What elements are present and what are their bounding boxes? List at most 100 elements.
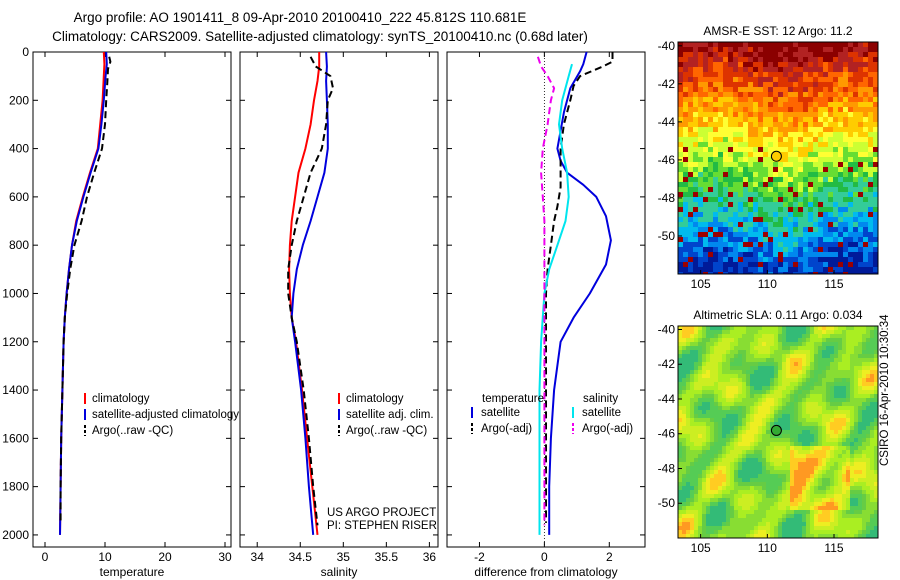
map-cell [728, 162, 734, 168]
map-cell [703, 157, 709, 163]
map-cell [728, 122, 734, 128]
map-cell [702, 358, 707, 363]
map-cell [783, 152, 789, 158]
map-cell [798, 247, 804, 253]
map-cell [683, 252, 689, 258]
map-cell [746, 518, 751, 523]
map-cell [823, 147, 829, 153]
map-cell [718, 426, 723, 431]
map-cell [683, 62, 689, 68]
map-cell [794, 518, 799, 523]
map-cell [778, 494, 783, 499]
map-cell [848, 257, 854, 263]
map-cell [758, 217, 764, 223]
map-cell [848, 102, 854, 108]
map-cell [786, 486, 791, 491]
map-cell [793, 207, 799, 213]
map-cell [858, 422, 863, 427]
map-cell [738, 102, 744, 108]
map-cell [746, 486, 751, 491]
map-cell [678, 350, 683, 355]
map-cell [694, 398, 699, 403]
map-cell [830, 414, 835, 419]
map-cell [753, 272, 759, 275]
map-cell [768, 117, 774, 123]
map-cell [774, 510, 779, 515]
map-cell [830, 358, 835, 363]
map-cell [690, 398, 695, 403]
map-cell [686, 518, 691, 523]
y-tick-label: -44 [658, 392, 676, 406]
map-cell [713, 232, 719, 238]
map-cell [868, 237, 874, 243]
map-cell [862, 534, 867, 539]
map-cell [858, 42, 864, 48]
map-cell [853, 207, 859, 213]
map-cell [726, 370, 731, 375]
map-cell [863, 92, 869, 98]
map-cell [808, 257, 814, 263]
map-cell [786, 502, 791, 507]
map-cell [758, 42, 764, 48]
map-cell [774, 378, 779, 383]
map-cell [803, 87, 809, 93]
map-cell [810, 334, 815, 339]
map-cell [846, 390, 851, 395]
map-cell [678, 430, 683, 435]
map-cell [766, 350, 771, 355]
map-cell [678, 374, 683, 379]
map-cell [698, 490, 703, 495]
map-cell [838, 242, 844, 248]
map-cell [814, 478, 819, 483]
map-cell [706, 450, 711, 455]
map-cell [813, 77, 819, 83]
map-cell [730, 438, 735, 443]
map-cell [706, 346, 711, 351]
map-cell [810, 474, 815, 479]
map-cell [846, 462, 851, 467]
map-cell [678, 207, 684, 213]
map-cell [868, 162, 874, 168]
map-cell [753, 247, 759, 253]
map-cell [850, 454, 855, 459]
map-cell [778, 418, 783, 423]
map-cell [813, 62, 819, 68]
map-cell [788, 247, 794, 253]
map-cell [770, 394, 775, 399]
map-cell [778, 366, 783, 371]
map-cell [862, 330, 867, 335]
map-cell [742, 478, 747, 483]
map-cell [808, 107, 814, 113]
map-cell [788, 107, 794, 113]
map-cell [798, 202, 804, 208]
map-cell [846, 366, 851, 371]
map-cell [763, 152, 769, 158]
map-cell [753, 132, 759, 138]
map-cell [783, 92, 789, 98]
map-cell [733, 97, 739, 103]
map-cell [730, 334, 735, 339]
map-cell [722, 518, 727, 523]
map-cell [714, 418, 719, 423]
map-cell [714, 502, 719, 507]
map-cell [686, 438, 691, 443]
map-cell [768, 192, 774, 198]
map-cell [686, 490, 691, 495]
map-cell [723, 62, 729, 68]
map-cell [778, 506, 783, 511]
map-cell [853, 157, 859, 163]
map-cell [828, 217, 834, 223]
map-cell [838, 267, 844, 273]
map-cell [758, 137, 764, 143]
map-cell [794, 374, 799, 379]
map-cell [858, 478, 863, 483]
map-cell [763, 132, 769, 138]
map-cell [743, 177, 749, 183]
map-cell [773, 102, 779, 108]
map-cell [763, 202, 769, 208]
map-cell [846, 450, 851, 455]
map-cell [838, 354, 843, 359]
map-cell [854, 334, 859, 339]
map-cell [786, 482, 791, 487]
map-cell [858, 410, 863, 415]
